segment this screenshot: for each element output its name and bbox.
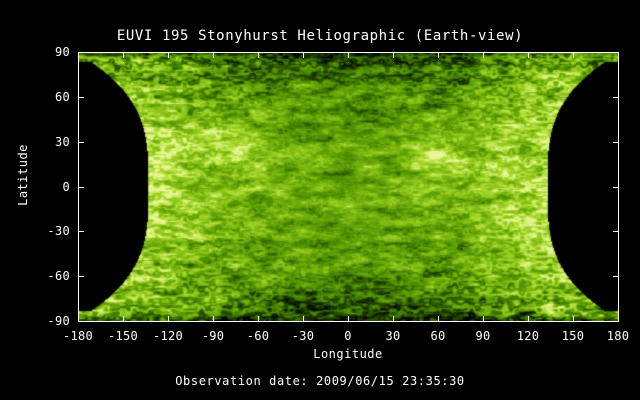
x-tick-top xyxy=(78,52,79,58)
x-tick xyxy=(78,316,79,322)
y-tick xyxy=(78,231,84,232)
x-tick-label: -90 xyxy=(201,329,225,343)
y-tick-right xyxy=(613,276,619,277)
y-tick-right xyxy=(613,52,619,53)
x-tick-label: 60 xyxy=(430,329,446,343)
y-tick-right xyxy=(613,231,619,232)
x-tick xyxy=(213,316,214,322)
axis-frame-left xyxy=(78,52,79,321)
x-tick xyxy=(393,316,394,322)
x-tick-top xyxy=(213,52,214,58)
x-tick xyxy=(258,316,259,322)
x-tick-top xyxy=(348,52,349,58)
y-tick-right xyxy=(613,97,619,98)
x-tick-label: 30 xyxy=(385,329,401,343)
x-tick-label: 0 xyxy=(344,329,352,343)
x-tick xyxy=(123,316,124,322)
x-tick-top xyxy=(573,52,574,58)
y-tick-label: 60 xyxy=(54,90,70,104)
y-tick xyxy=(78,97,84,98)
x-tick-label: -180 xyxy=(62,329,94,343)
y-tick-label: 30 xyxy=(54,135,70,149)
observation-date-caption: Observation date: 2009/06/15 23:35:30 xyxy=(175,374,465,388)
x-tick-label: -30 xyxy=(291,329,315,343)
x-tick-top xyxy=(258,52,259,58)
x-tick xyxy=(438,316,439,322)
x-tick-label: 180 xyxy=(606,329,630,343)
y-tick-label: -60 xyxy=(47,269,70,283)
solar-heliographic-map xyxy=(78,52,618,321)
y-tick xyxy=(78,187,84,188)
y-tick-label: 90 xyxy=(54,45,70,59)
x-tick xyxy=(618,316,619,322)
x-tick xyxy=(303,316,304,322)
y-axis-title: Latitude xyxy=(16,144,30,206)
plot-area[interactable] xyxy=(78,52,618,321)
y-tick xyxy=(78,52,84,53)
x-tick-top xyxy=(618,52,619,58)
x-tick-top xyxy=(393,52,394,58)
x-tick xyxy=(528,316,529,322)
y-tick xyxy=(78,276,84,277)
y-tick xyxy=(78,142,84,143)
x-tick-label: -60 xyxy=(246,329,270,343)
x-tick xyxy=(483,316,484,322)
x-tick-label: -120 xyxy=(152,329,184,343)
y-tick-label: 0 xyxy=(62,180,70,194)
y-tick-right xyxy=(613,321,619,322)
x-tick xyxy=(168,316,169,322)
x-tick-label: 150 xyxy=(561,329,585,343)
x-tick-label: 120 xyxy=(516,329,540,343)
y-tick-label: -30 xyxy=(47,224,70,238)
x-tick xyxy=(348,316,349,322)
x-tick-top xyxy=(168,52,169,58)
x-tick-top xyxy=(303,52,304,58)
y-tick-right xyxy=(613,187,619,188)
y-tick-right xyxy=(613,142,619,143)
x-tick-top xyxy=(438,52,439,58)
x-tick-label: 90 xyxy=(475,329,491,343)
x-tick-label: -150 xyxy=(107,329,139,343)
x-axis-title: Longitude xyxy=(313,347,383,361)
x-tick-top xyxy=(123,52,124,58)
y-tick xyxy=(78,321,84,322)
x-tick-top xyxy=(483,52,484,58)
x-tick xyxy=(573,316,574,322)
page-title: EUVI 195 Stonyhurst Heliographic (Earth-… xyxy=(116,28,524,44)
y-tick-label: -90 xyxy=(47,314,70,328)
x-tick-top xyxy=(528,52,529,58)
